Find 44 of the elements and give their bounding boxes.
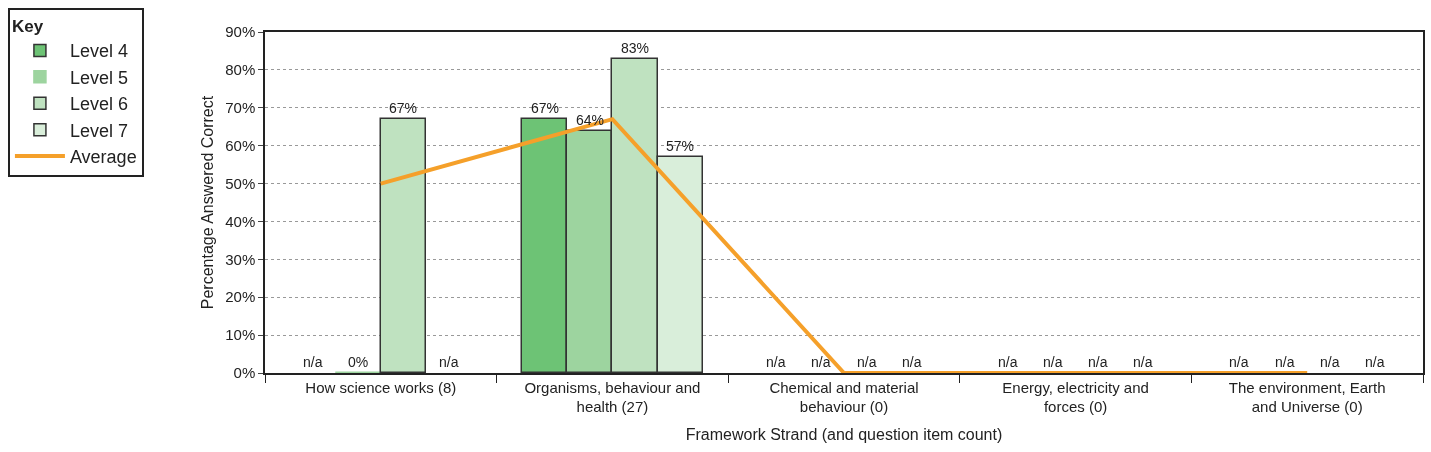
text: n/a [857,354,877,370]
text: n/a [303,354,323,370]
text: n/a [1365,354,1385,370]
x-axis-title: Framework Strand (and question item count) [685,426,1003,444]
data-label: 64% [576,112,605,128]
y-tick-label: 40% [225,212,256,230]
legend-label: Level 5 [69,67,128,88]
y-tick-label: 30% [225,250,256,268]
text: n/a [1043,354,1063,370]
text: n/a [1320,354,1340,370]
y-tick-label: 0% [233,364,256,382]
x-tick-label: Chemical and material behaviour (0) [769,378,919,416]
text: n/a [998,354,1018,370]
bar [379,117,426,373]
legend-label: Average [69,147,137,168]
y-axis-title: Percentage Answered Correct [198,95,216,310]
y-tick-label: 50% [225,174,256,192]
data-label: 67% [531,100,560,116]
y-tick-label: 20% [225,288,256,306]
y-tick-label: 70% [225,99,256,117]
legend-title: Key [11,17,44,37]
x-tick-label: How science works (8) [305,378,457,396]
data-label: 83% [621,40,650,56]
text: n/a [1088,354,1108,370]
y-tick-label: 60% [225,136,256,154]
y-tick-label: 10% [225,326,256,344]
legend-label: Level 4 [69,41,128,62]
data-label: 67% [389,100,418,116]
x-tick-label: The environment, Earth and Universe (0) [1228,378,1386,416]
x-tick-label: Energy, electricity and forces (0) [1002,378,1149,416]
data-label: 57% [666,138,695,154]
y-tick-label: 80% [225,61,256,79]
legend-label: Level 6 [69,94,128,115]
text: n/a [1229,354,1249,370]
text: n/a [1275,354,1295,370]
text: n/a [902,354,922,370]
text: n/a [766,354,786,370]
legend-label: Level 7 [69,120,128,141]
x-tick-label: Organisms, behaviour and health (27) [524,378,701,416]
text: n/a [439,354,459,370]
y-tick-label: 90% [225,23,256,41]
data-label: 0% [348,354,369,370]
text: n/a [811,354,831,370]
text: n/a [1133,354,1153,370]
